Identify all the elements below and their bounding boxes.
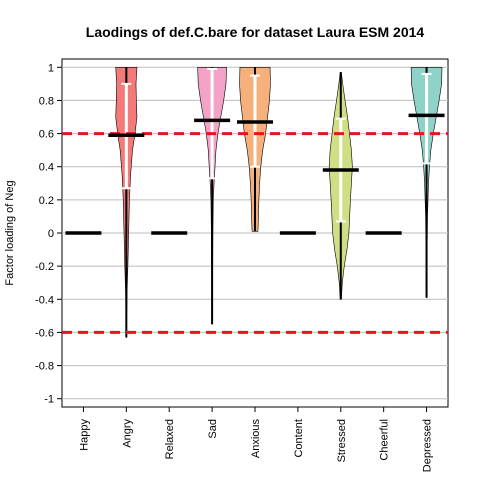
x-tick-label: Angry bbox=[121, 419, 133, 448]
y-tick-label: -0.4 bbox=[35, 294, 54, 306]
x-axis: Happy Angry Relaxed Sad Anxious Content Stress… bbox=[78, 407, 434, 472]
y-axis: -1 -0.8 -0.6 -0.4 -0.2 0 0.2 0.4 0.6 0.8 1 bbox=[35, 62, 62, 406]
chart-title: Laodings of def.C.bare for dataset Laura… bbox=[86, 24, 425, 40]
y-tick-label: -0.2 bbox=[35, 261, 54, 273]
y-tick-label: 0.2 bbox=[39, 195, 54, 207]
x-tick-label: Happy bbox=[78, 419, 90, 451]
x-tick-label: Cheerful bbox=[379, 419, 391, 461]
x-tick-label: Stressed bbox=[336, 419, 348, 462]
y-tick-label: 0 bbox=[48, 228, 54, 240]
y-axis-label: Factor loading of Neg bbox=[4, 180, 16, 285]
y-tick-label: 0.8 bbox=[39, 95, 54, 107]
y-tick-label: -0.6 bbox=[35, 327, 54, 339]
x-tick-label: Relaxed bbox=[164, 419, 176, 459]
violins bbox=[115, 66, 443, 338]
x-tick-label: Anxious bbox=[250, 419, 262, 459]
x-tick-label: Depressed bbox=[422, 419, 434, 472]
y-tick-label: 0.6 bbox=[39, 129, 54, 141]
median-bars bbox=[65, 113, 445, 235]
x-tick-label: Sad bbox=[207, 419, 219, 439]
y-tick-label: -1 bbox=[44, 394, 54, 406]
x-tick-label: Content bbox=[293, 419, 305, 458]
y-tick-label: 1 bbox=[48, 62, 54, 74]
y-tick-label: 0.4 bbox=[39, 162, 54, 174]
y-tick-label: -0.8 bbox=[35, 361, 54, 373]
